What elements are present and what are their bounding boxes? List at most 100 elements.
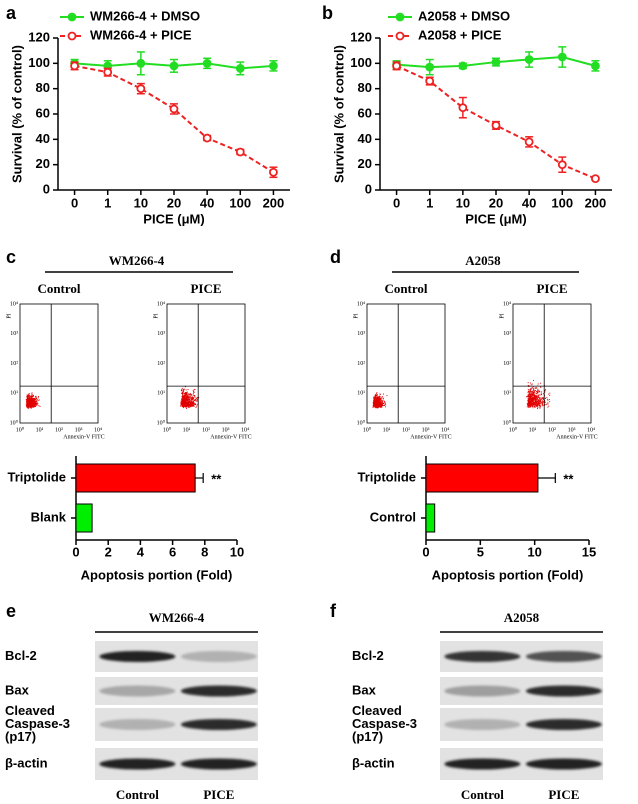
flow-dot bbox=[183, 403, 186, 405]
flow-dot bbox=[535, 398, 537, 400]
flow-dot bbox=[530, 393, 532, 395]
flow-dot bbox=[29, 401, 31, 404]
flow-dot bbox=[189, 396, 191, 398]
flow-dot bbox=[182, 392, 184, 394]
panel-letter: e bbox=[6, 601, 16, 621]
flow-dot bbox=[30, 397, 33, 399]
flow-dot bbox=[33, 405, 35, 407]
flow-dot bbox=[373, 396, 375, 398]
flow-dot bbox=[384, 406, 387, 408]
flow-dot bbox=[377, 401, 379, 403]
flow-dot bbox=[536, 404, 538, 406]
flow-dot bbox=[539, 400, 541, 402]
flow-dot bbox=[531, 395, 533, 397]
blot-row-label: Caspase-3 bbox=[352, 716, 417, 731]
flow-y-tick-label: 10¹ bbox=[503, 391, 511, 397]
marker bbox=[269, 61, 278, 71]
flow-dot bbox=[527, 400, 530, 403]
flow-y-tick-label: 10³ bbox=[357, 331, 365, 337]
flow-dot bbox=[189, 398, 191, 401]
annotation: ** bbox=[211, 471, 222, 486]
flow-dot bbox=[547, 399, 549, 401]
flow-dot bbox=[187, 400, 189, 402]
flow-x-tick-label: 10³ bbox=[568, 427, 576, 433]
marker bbox=[202, 58, 212, 68]
flow-dot bbox=[189, 400, 191, 402]
flow-dot bbox=[535, 390, 538, 392]
flow-dot bbox=[190, 405, 192, 407]
flow-dot bbox=[29, 395, 31, 397]
flow-dot bbox=[193, 401, 195, 403]
flow-dot bbox=[34, 403, 36, 405]
flow-dot bbox=[380, 405, 383, 407]
blot-lane-label: Control bbox=[461, 787, 504, 802]
x-tick-label: 6 bbox=[169, 544, 176, 559]
flow-condition: PICE bbox=[190, 281, 221, 296]
flow-dot bbox=[536, 397, 538, 399]
flow-dot bbox=[549, 401, 551, 403]
flow-dot bbox=[529, 391, 531, 393]
flow-dot bbox=[381, 403, 383, 405]
legend-label: A2058 + PICE bbox=[418, 27, 502, 42]
flow-dot bbox=[383, 400, 385, 402]
flow-dot bbox=[540, 406, 542, 408]
flow-dot bbox=[185, 405, 187, 407]
flow-dot bbox=[29, 402, 31, 405]
flow-dot bbox=[27, 399, 29, 401]
flow-dot bbox=[381, 404, 384, 406]
flow-dot bbox=[535, 399, 537, 401]
flow-y-tick-label: 10⁴ bbox=[503, 301, 511, 307]
flow-dot bbox=[185, 401, 187, 403]
flow-dot bbox=[35, 400, 37, 402]
flow-dot bbox=[533, 399, 535, 401]
legend-marker bbox=[395, 31, 405, 41]
flow-dot bbox=[539, 397, 541, 399]
flow-dot bbox=[190, 403, 192, 405]
flow-dot bbox=[533, 402, 535, 404]
flow-dot bbox=[26, 402, 28, 404]
y-axis-label: Survival (% of control) bbox=[9, 45, 24, 183]
flow-dot bbox=[383, 401, 386, 403]
flow-dot bbox=[192, 405, 194, 407]
flow-dot bbox=[31, 398, 33, 400]
y-tick-label: 120 bbox=[350, 29, 372, 44]
flow-dot bbox=[191, 403, 194, 405]
flow-condition: Control bbox=[384, 281, 427, 296]
flow-dot bbox=[26, 405, 28, 407]
flow-dot bbox=[375, 396, 377, 398]
blot-band bbox=[99, 685, 176, 697]
flow-dot bbox=[187, 388, 189, 391]
flow-dot bbox=[547, 403, 549, 405]
flow-dot bbox=[184, 394, 186, 396]
flow-dot bbox=[187, 394, 189, 396]
flow-dot bbox=[30, 398, 32, 400]
flow-dot bbox=[184, 405, 186, 407]
flow-dot bbox=[376, 395, 378, 397]
flow-dot bbox=[532, 397, 534, 399]
flow-dot bbox=[183, 402, 185, 404]
flow-dot bbox=[544, 397, 546, 399]
flow-dot bbox=[537, 383, 539, 385]
blot-band bbox=[525, 719, 602, 730]
flow-dot bbox=[182, 394, 184, 396]
flow-dot bbox=[381, 402, 384, 404]
x-tick-label: 10 bbox=[456, 195, 470, 210]
blot-row-label: (p17) bbox=[352, 729, 383, 744]
flow-x-label: Annexin-V FITC bbox=[63, 434, 104, 440]
flow-dot bbox=[376, 404, 378, 406]
flow-dot bbox=[28, 398, 30, 400]
flow-dot bbox=[534, 395, 536, 397]
flow-dot bbox=[381, 396, 383, 399]
flow-dot bbox=[384, 402, 386, 404]
flow-dot bbox=[377, 397, 379, 399]
flow-x-label: Annexin-V FITC bbox=[410, 434, 451, 440]
blot-lane-label: Control bbox=[116, 787, 159, 802]
flow-dot bbox=[377, 400, 379, 402]
flow-dot bbox=[32, 400, 34, 402]
flow-dot bbox=[374, 393, 377, 396]
x-tick-label: 100 bbox=[551, 195, 573, 210]
flow-dot bbox=[527, 404, 529, 406]
flow-dot bbox=[549, 394, 551, 396]
flow-dot bbox=[188, 403, 190, 406]
blot-row-label: β-actin bbox=[352, 755, 395, 770]
